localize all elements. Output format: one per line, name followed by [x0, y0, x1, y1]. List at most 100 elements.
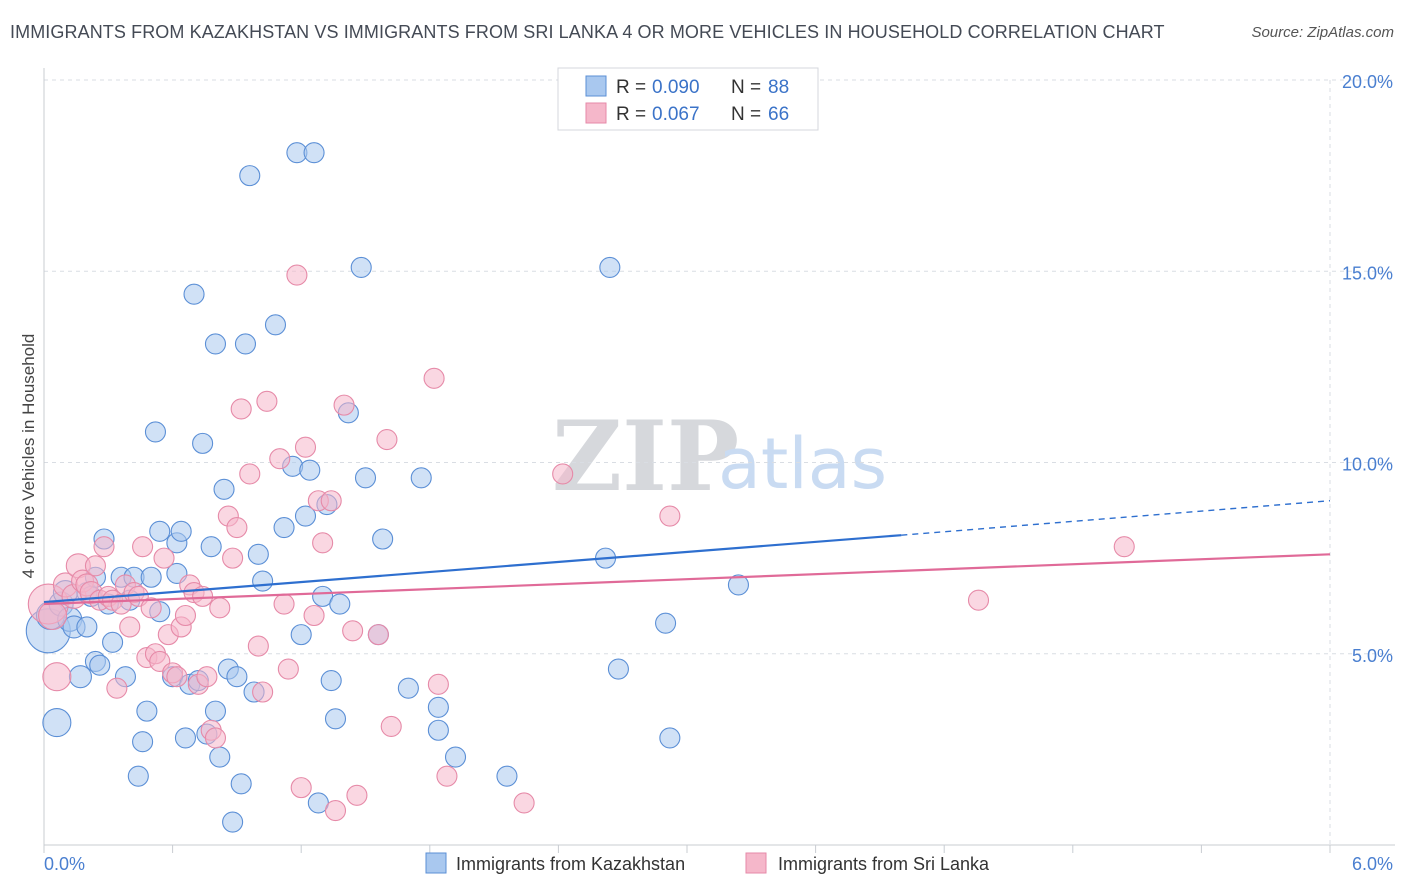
sri-lanka-point: [333, 394, 355, 416]
legend-swatch-blue: [585, 75, 607, 97]
sri-lanka-point: [84, 555, 106, 577]
series-legend-swatch-kazakhstan: [425, 852, 447, 874]
sri-lanka-point: [294, 436, 317, 458]
sri-lanka-point: [1113, 536, 1135, 558]
sri-lanka-point: [513, 792, 535, 814]
kazakhstan-point: [89, 654, 111, 676]
sri-lanka-point: [277, 658, 299, 680]
kazakhstan-point: [136, 700, 158, 722]
kazakhstan-point: [496, 765, 518, 787]
sri-lanka-point: [132, 536, 154, 558]
y-tick-label: 10.0%: [1342, 455, 1393, 475]
sri-lanka-point: [303, 604, 325, 627]
correlation-legend: R = 0.090 N = 88 R = 0.067 N = 66: [557, 67, 819, 131]
source-credit: Source: ZipAtlas.com: [1251, 24, 1394, 41]
kazakhstan-point: [329, 593, 351, 615]
sri-lanka-point: [226, 516, 248, 539]
kazakhstan-point: [299, 459, 321, 481]
sri-lanka-point: [204, 727, 227, 749]
sri-lanka-point: [286, 264, 308, 286]
sri-lanka-point: [119, 616, 141, 638]
y-tick-label: 15.0%: [1342, 263, 1393, 283]
axes: [43, 68, 1395, 853]
sri-lanka-point: [423, 367, 445, 389]
kazakhstan-point: [727, 574, 749, 596]
kazakhstan-point: [427, 696, 449, 718]
kazakhstan-point: [294, 505, 317, 527]
kazakhstan-point: [200, 536, 222, 558]
sri-lanka-point: [324, 800, 347, 822]
kazakhstan-point: [174, 727, 197, 749]
series-legend: Immigrants from Kazakhstan Immigrants fr…: [425, 852, 990, 874]
kazakhstan-point: [607, 658, 629, 680]
sri-lanka-point: [252, 681, 274, 703]
sri-lanka-point: [436, 765, 458, 787]
watermark-zip: ZIP: [552, 400, 739, 513]
sri-lanka-point: [552, 463, 574, 485]
kazakhstan-point: [599, 256, 621, 278]
y-tick-label: 20.0%: [1342, 72, 1393, 92]
kazakhstan-point: [222, 811, 244, 833]
sri-lanka-point: [380, 715, 402, 737]
kazakhstan-point: [324, 708, 347, 730]
kazakhstan-point: [170, 520, 192, 542]
sri-lanka-point: [346, 784, 368, 806]
legend-r-label-blue: R =: [616, 77, 646, 98]
kazakhstan-point: [132, 731, 154, 753]
legend-swatch-pink: [585, 102, 607, 124]
kazakhstan-point: [226, 666, 248, 688]
kazakhstan-trend-extension: [901, 500, 1331, 536]
chart-title: IMMIGRANTS FROM KAZAKHSTAN VS IMMIGRANTS…: [10, 22, 1165, 42]
kazakhstan-point: [252, 570, 274, 592]
sri-lanka-point: [290, 777, 312, 799]
trend-lines: [43, 500, 1331, 606]
kazakhstan-point: [230, 773, 252, 795]
sri-lanka-point: [196, 666, 218, 688]
legend-n-label-blue: N =: [731, 77, 761, 98]
sri-lanka-point: [209, 597, 231, 619]
kazakhstan-point: [264, 314, 287, 336]
sri-lanka-point: [256, 390, 278, 412]
sri-lanka-point: [247, 635, 269, 657]
series-legend-label-kazakhstan: Immigrants from Kazakhstan: [456, 854, 685, 874]
kazakhstan-point: [209, 746, 231, 768]
kazakhstan-point: [444, 746, 467, 768]
legend-n-label-pink: N =: [731, 104, 761, 125]
x-tick-label-min: 0.0%: [44, 854, 85, 874]
kazakhstan-point: [102, 631, 124, 653]
kazakhstan-point: [149, 520, 171, 542]
legend-r-label-pink: R =: [616, 104, 646, 125]
sri-lanka-point: [153, 547, 175, 569]
kazakhstan-trend-line: [43, 534, 902, 604]
kazakhstan-point: [239, 165, 261, 187]
sri-lanka-point: [967, 589, 990, 611]
kazakhstan-point: [213, 478, 235, 500]
legend-r-value-blue: 0.090: [652, 77, 700, 98]
grid-lines: [44, 79, 1395, 845]
y-axis-label: 4 or more Vehicles in Household: [19, 334, 38, 579]
sri-lanka-point: [659, 505, 681, 527]
kazakhstan-point: [140, 566, 162, 588]
kazakhstan-point: [204, 333, 227, 355]
series-legend-label-sri-lanka: Immigrants from Sri Lanka: [778, 854, 990, 874]
kazakhstan-point: [42, 708, 72, 738]
kazakhstan-point: [192, 432, 214, 454]
kazakhstan-point: [290, 624, 312, 646]
kazakhstan-point: [273, 516, 295, 539]
sri-lanka-point: [42, 662, 72, 692]
sri-lanka-point: [269, 448, 291, 470]
x-tick-label-max: 6.0%: [1352, 854, 1393, 874]
sri-lanka-trend-line: [43, 553, 1331, 606]
sri-lanka-point: [273, 593, 295, 615]
y-tick-label: 5.0%: [1352, 646, 1393, 666]
sri-lanka-point: [342, 620, 364, 642]
kazakhstan-point: [234, 333, 257, 355]
sri-lanka-point: [312, 532, 334, 554]
kazakhstan-point: [354, 467, 377, 489]
sri-lanka-point: [427, 673, 449, 695]
kazakhstan-point: [372, 528, 394, 550]
sri-lanka-point: [93, 536, 115, 558]
sri-lanka-point: [239, 463, 261, 485]
kazakhstan-point: [655, 612, 677, 634]
